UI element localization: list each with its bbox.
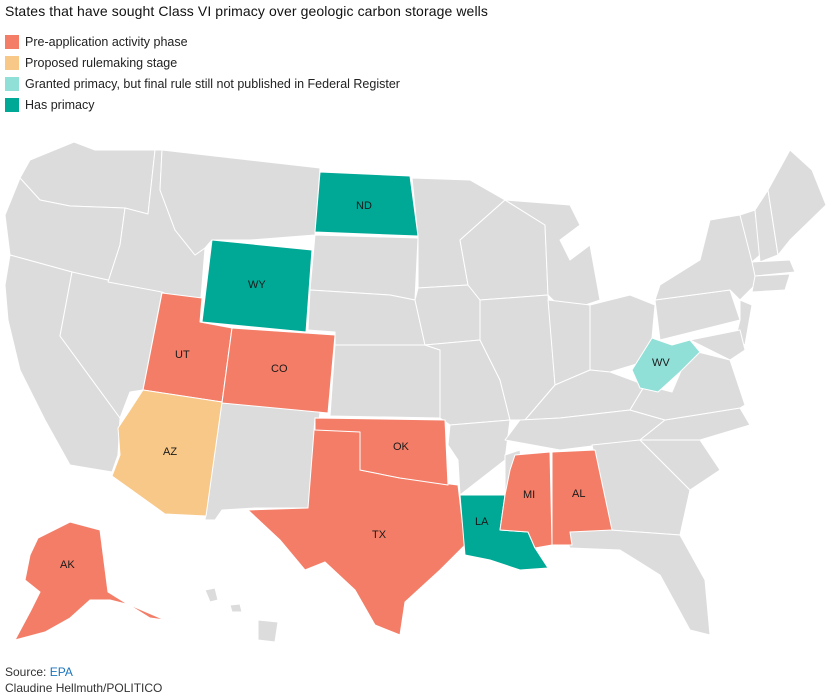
state-MA	[751, 259, 796, 277]
legend-swatch-proposed	[5, 55, 19, 70]
state-IA	[414, 284, 481, 346]
source-line: Source: EPA	[5, 664, 162, 680]
state-MI	[499, 451, 553, 549]
state-label-AL: AL	[572, 488, 585, 500]
map-title: States that have sought Class VI primacy…	[5, 3, 488, 19]
state-NC	[639, 407, 751, 441]
state-SD	[309, 234, 419, 301]
source-prefix: Source:	[5, 665, 50, 679]
state-AL	[551, 449, 613, 546]
state-label-CO: CO	[271, 363, 288, 375]
state-CO	[221, 327, 336, 414]
state-label-OK: OK	[393, 441, 410, 453]
legend-item-has-primacy: Has primacy	[5, 94, 400, 115]
state-HI	[204, 587, 279, 643]
legend-label-granted: Granted primacy, but final rule still no…	[25, 76, 400, 91]
legend-swatch-pre-application	[5, 34, 19, 49]
legend-item-proposed: Proposed rulemaking stage	[5, 52, 400, 73]
state-AK	[14, 521, 166, 641]
state-label-LA: LA	[475, 516, 489, 528]
state-ND	[314, 171, 419, 237]
state-label-TX: TX	[372, 529, 387, 541]
state-label-MI: MI	[523, 489, 535, 501]
state-CT-RI	[751, 273, 791, 293]
legend-item-pre-application: Pre-application activity phase	[5, 31, 400, 52]
state-MI	[504, 199, 601, 313]
source-link[interactable]: EPA	[49, 665, 73, 679]
state-AZ	[111, 389, 223, 517]
state-label-WY: WY	[248, 279, 266, 291]
legend-item-granted: Granted primacy, but final rule still no…	[5, 73, 400, 94]
footer: Source: EPA Claudine Hellmuth/POLITICO	[5, 664, 162, 696]
state-KS	[329, 344, 441, 419]
state-MD	[689, 329, 746, 361]
state-label-AZ: AZ	[163, 446, 177, 458]
state-AR	[447, 419, 511, 496]
state-NM	[204, 401, 321, 521]
state-label-ND: ND	[356, 200, 372, 212]
legend-label-has-primacy: Has primacy	[25, 97, 95, 112]
state-FL	[559, 529, 711, 636]
state-WV	[631, 337, 701, 393]
legend-swatch-has-primacy	[5, 97, 19, 112]
credit-line: Claudine Hellmuth/POLITICO	[5, 681, 163, 695]
legend-swatch-granted	[5, 76, 19, 91]
state-label-UT: UT	[175, 349, 190, 361]
state-OK	[314, 417, 449, 486]
state-label-WV: WV	[652, 357, 670, 369]
state-label-AK: AK	[60, 559, 75, 571]
state-MT	[159, 149, 321, 256]
state-ME	[767, 149, 827, 256]
legend-label-proposed: Proposed rulemaking stage	[25, 55, 178, 70]
legend-label-pre-application: Pre-application activity phase	[25, 34, 188, 49]
state-WY	[201, 239, 313, 333]
legend: Pre-application activity phase Proposed …	[5, 31, 400, 115]
